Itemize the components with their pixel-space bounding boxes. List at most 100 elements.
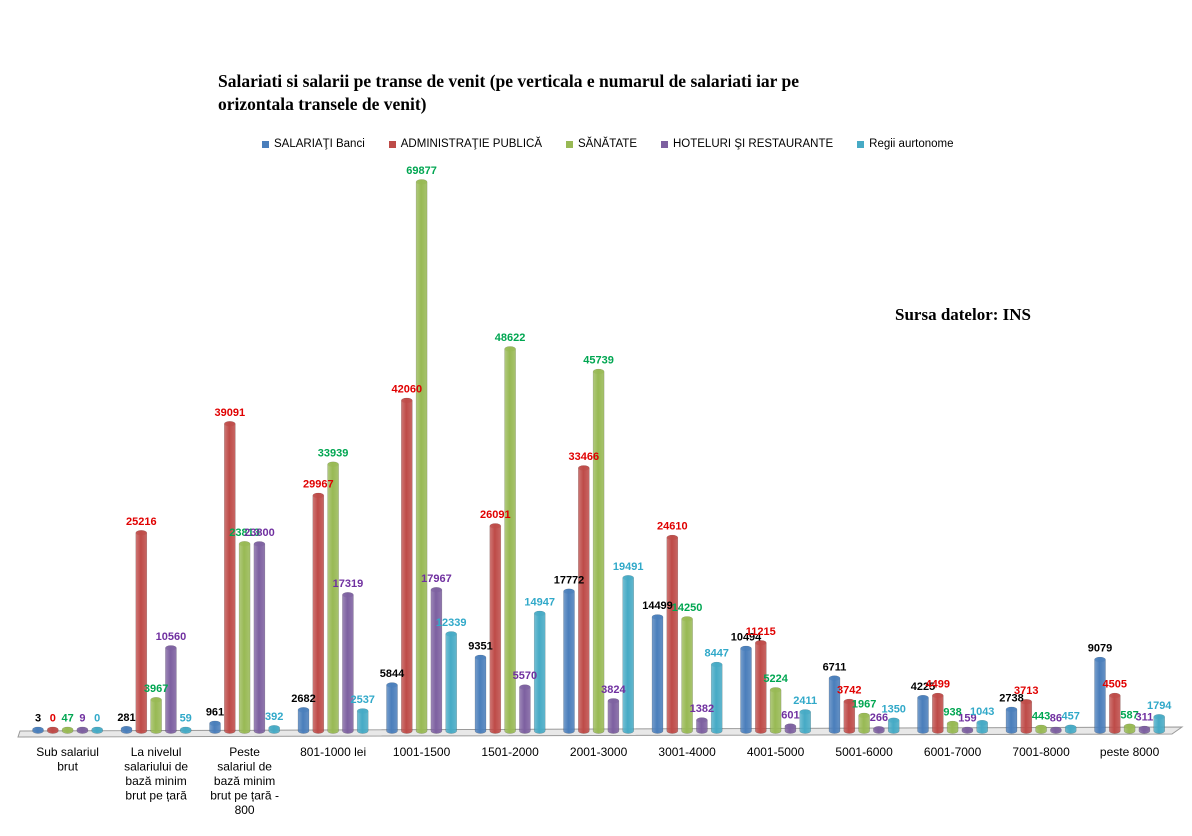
category-label-line: 801-1000 lei bbox=[300, 745, 366, 759]
bar-cap-2-1 bbox=[150, 697, 162, 703]
legend-label: SĂNĂTATE bbox=[577, 138, 637, 150]
bar-cap-4-10 bbox=[976, 720, 988, 726]
data-label-2-4: 69877 bbox=[406, 165, 437, 177]
bar-cap-1-6 bbox=[578, 465, 590, 471]
category-label-line: brut bbox=[57, 760, 78, 774]
data-label-3-6: 3824 bbox=[601, 684, 626, 696]
category-label-4: 1001-1500 bbox=[393, 745, 451, 759]
data-label-2-12: 587 bbox=[1120, 709, 1138, 721]
data-label-0-12: 9079 bbox=[1088, 643, 1112, 655]
data-label-4-9: 1350 bbox=[881, 703, 905, 715]
bar-cap-0-4 bbox=[386, 682, 398, 688]
category-label-line: bază minim bbox=[125, 774, 186, 788]
data-label-0-3: 2682 bbox=[291, 693, 315, 705]
data-label-3-4: 17967 bbox=[421, 573, 452, 585]
data-label-2-6: 45739 bbox=[583, 355, 614, 367]
data-label-1-12: 4505 bbox=[1103, 679, 1127, 691]
bar-cap-4-11 bbox=[1065, 724, 1077, 730]
data-label-4-12: 1794 bbox=[1147, 700, 1172, 712]
data-label-0-11: 2738 bbox=[999, 692, 1023, 704]
bar-cap-2-7 bbox=[681, 616, 693, 622]
data-label-3-5: 5570 bbox=[513, 670, 537, 682]
bar-cap-0-5 bbox=[475, 655, 486, 661]
category-label-line: 2001-3000 bbox=[570, 745, 628, 759]
legend-label: Regii aurtonome bbox=[869, 138, 954, 150]
bar-0-5 bbox=[474, 654, 487, 734]
category-label-10: 6001-7000 bbox=[924, 745, 982, 759]
data-label-0-2: 961 bbox=[206, 706, 224, 718]
data-label-3-2: 23800 bbox=[244, 527, 275, 539]
data-label-4-3: 2537 bbox=[350, 694, 374, 706]
legend-swatch bbox=[388, 140, 396, 148]
data-label-4-1: 59 bbox=[180, 713, 192, 725]
bar-2-3 bbox=[327, 461, 339, 734]
data-label-1-10: 4499 bbox=[926, 679, 950, 691]
data-label-1-7: 24610 bbox=[657, 521, 688, 533]
data-label-3-8: 601 bbox=[781, 709, 799, 721]
bar-cap-0-10 bbox=[917, 695, 929, 701]
bar-cap-2-11 bbox=[1035, 725, 1047, 731]
data-label-0-5: 9351 bbox=[468, 641, 492, 653]
bar-0-6 bbox=[563, 588, 575, 734]
bar-cap-4-8 bbox=[799, 709, 811, 715]
bar-cap-0-7 bbox=[652, 614, 663, 620]
data-label-1-0: 0 bbox=[50, 713, 56, 725]
bar-cap-3-0 bbox=[76, 727, 88, 732]
bar-cap-1-9 bbox=[843, 699, 855, 705]
bar-cap-0-9 bbox=[829, 675, 840, 681]
data-label-4-0: 0 bbox=[94, 713, 100, 725]
bar-cap-1-7 bbox=[666, 535, 678, 541]
category-label-line: 1501-2000 bbox=[481, 745, 539, 759]
category-label-line: 3001-4000 bbox=[658, 745, 716, 759]
bar-cap-1-3 bbox=[312, 493, 324, 499]
bar-cap-3-7 bbox=[696, 717, 708, 723]
data-label-3-7: 1382 bbox=[690, 703, 714, 715]
data-label-4-11: 457 bbox=[1062, 710, 1080, 722]
bar-2-6 bbox=[592, 368, 605, 734]
legend-item: Regii aurtonome bbox=[857, 138, 954, 150]
bar-cap-3-6 bbox=[607, 698, 619, 704]
legend-item: SĂNĂTATE bbox=[565, 138, 637, 150]
category-label-line: brut pe țară bbox=[125, 789, 187, 803]
bar-3-2 bbox=[253, 541, 266, 734]
bar-3-3 bbox=[342, 592, 354, 734]
data-label-0-7: 14499 bbox=[642, 600, 673, 612]
bar-cap-2-0 bbox=[62, 727, 74, 732]
data-label-1-3: 29967 bbox=[303, 479, 334, 491]
category-label-7: 3001-4000 bbox=[658, 745, 716, 759]
bar-cap-2-9 bbox=[858, 713, 870, 719]
bar-cap-2-10 bbox=[947, 721, 959, 727]
data-label-0-0: 3 bbox=[35, 713, 41, 725]
bar-cap-1-5 bbox=[489, 523, 501, 529]
bar-cap-3-12 bbox=[1138, 726, 1150, 732]
category-label-5: 1501-2000 bbox=[481, 745, 539, 759]
bar-cap-3-11 bbox=[1050, 727, 1062, 732]
chart-bars bbox=[32, 179, 1165, 734]
bar-cap-2-6 bbox=[593, 369, 605, 375]
bar-1-4 bbox=[401, 397, 413, 734]
category-label-2: Peste salariul de bază minim brut pe țară -… bbox=[210, 745, 279, 817]
data-label-0-1: 281 bbox=[117, 712, 135, 724]
bar-3-5 bbox=[519, 684, 531, 734]
bar-cap-2-12 bbox=[1124, 723, 1136, 729]
bar-cap-0-1 bbox=[121, 726, 132, 732]
legend-swatch bbox=[262, 140, 269, 148]
data-label-0-9: 6711 bbox=[823, 661, 847, 673]
bar-cap-1-12 bbox=[1109, 693, 1121, 699]
bar-1-2 bbox=[224, 421, 236, 734]
legend-swatch bbox=[660, 140, 668, 148]
category-label-6: 2001-3000 bbox=[570, 745, 628, 759]
bar-2-4 bbox=[415, 179, 428, 734]
bar-1-6 bbox=[578, 465, 590, 734]
data-label-4-10: 1043 bbox=[970, 706, 994, 718]
bar-cap-3-9 bbox=[873, 726, 885, 732]
bar-cap-1-1 bbox=[135, 530, 147, 536]
bar-3-6 bbox=[607, 698, 620, 734]
bar-2-8 bbox=[769, 687, 782, 734]
bar-cap-3-3 bbox=[342, 592, 354, 598]
bar-cap-3-4 bbox=[430, 587, 442, 593]
data-label-2-2: 23813 bbox=[229, 527, 260, 539]
data-label-2-5: 48622 bbox=[495, 332, 526, 344]
data-label-4-6: 19491 bbox=[613, 561, 644, 573]
